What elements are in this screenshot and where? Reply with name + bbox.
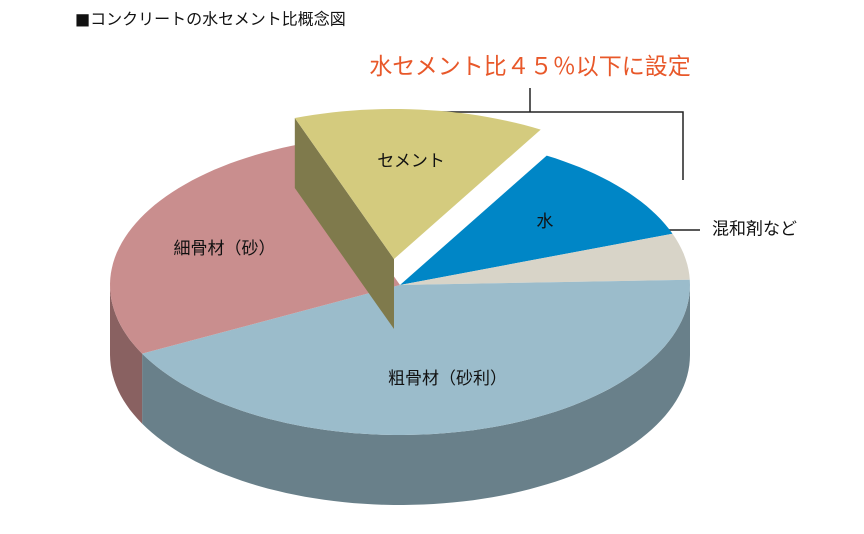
- slice-label: 粗骨材（砂利）: [388, 369, 507, 389]
- slice-side: [110, 285, 143, 424]
- slice: [400, 155, 673, 285]
- slice: [400, 233, 690, 285]
- chart-title: ■コンクリートの水セメント比概念図: [75, 10, 346, 29]
- slice: [294, 109, 541, 259]
- slice-label: 混和剤など: [712, 220, 797, 240]
- slice-label: セメント: [377, 151, 445, 171]
- annotation: 水セメント比４５％以下に設定: [369, 54, 691, 80]
- slice-side: [142, 285, 691, 505]
- slice: [142, 279, 691, 435]
- slice-label: 細骨材（砂）: [173, 239, 275, 259]
- slice-label: 水: [536, 212, 553, 232]
- slice-cut: [294, 118, 394, 329]
